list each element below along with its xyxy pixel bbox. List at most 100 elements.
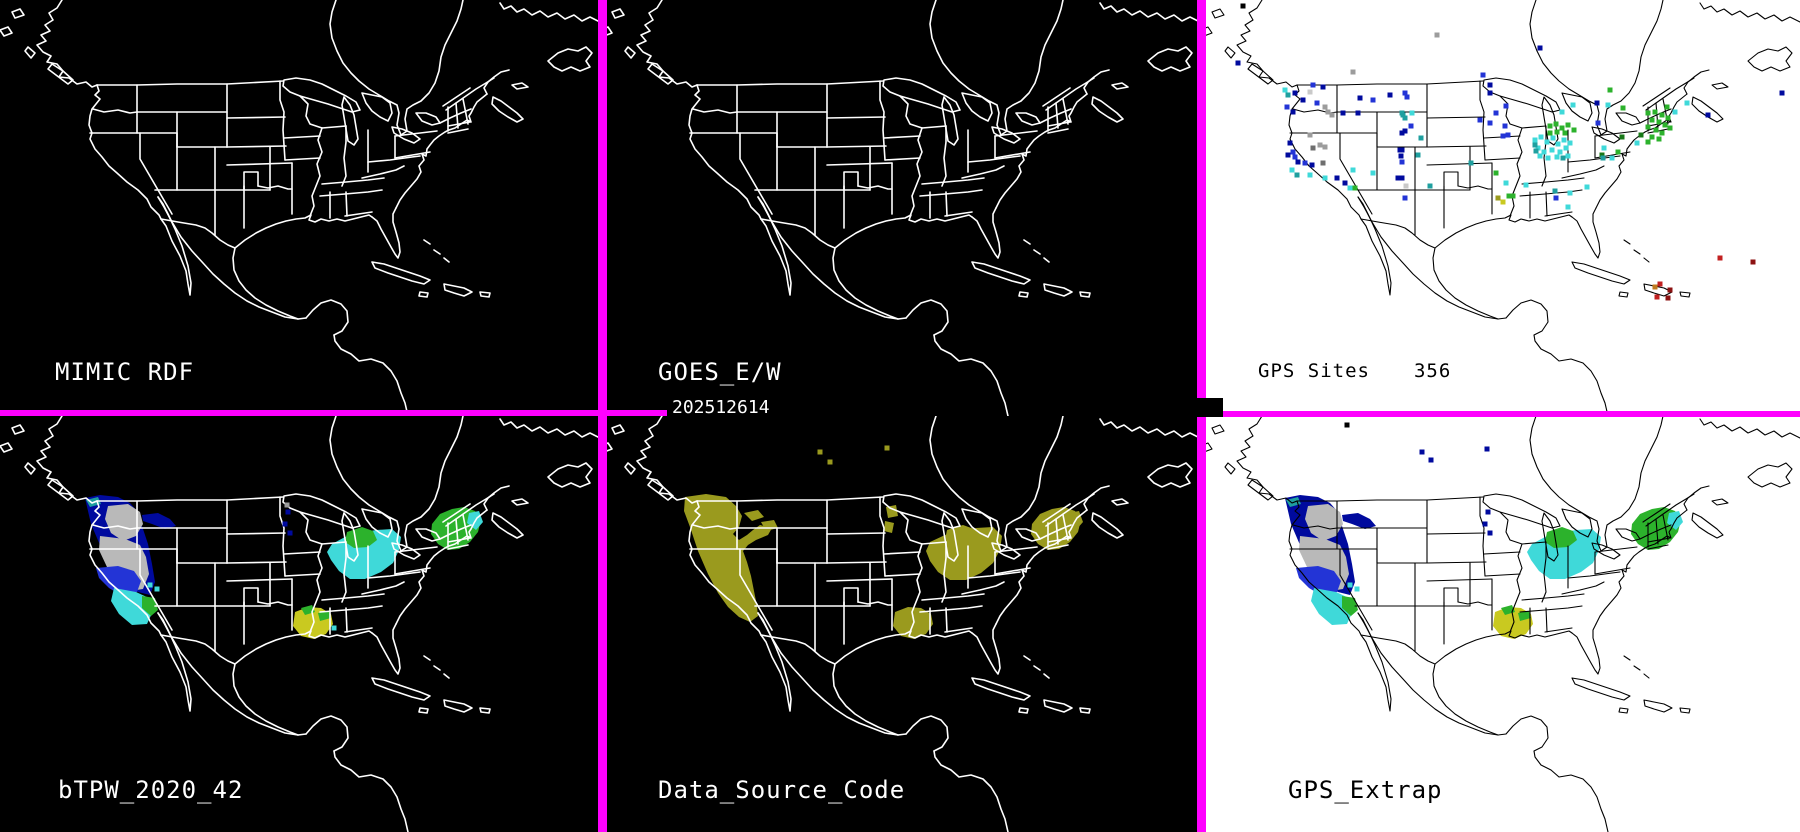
site-dot-green xyxy=(1656,119,1662,125)
site-dot-cyan xyxy=(1350,167,1356,173)
data-blob-navy xyxy=(1342,513,1376,529)
site-dot-blue xyxy=(1314,100,1320,106)
data-blob-olive xyxy=(744,510,764,521)
gps-sites-count: 356 xyxy=(1413,360,1452,382)
data-blob-green xyxy=(1342,596,1358,616)
data-blob-blobgray xyxy=(1305,504,1343,541)
site-dot-teal xyxy=(1427,183,1433,189)
data-blob-blobgray xyxy=(105,504,143,541)
data-blob-green xyxy=(345,527,377,548)
panel-mimic-rdf: MIMIC RDF xyxy=(0,0,600,416)
site-dot-blue xyxy=(1500,133,1506,139)
site-dot-cyan xyxy=(1523,182,1529,188)
site-dot-teal xyxy=(1402,115,1408,121)
site-dot-green xyxy=(1554,129,1560,135)
site-dot-cyan xyxy=(1538,134,1544,140)
site-dot-gray xyxy=(284,502,290,508)
site-dot-green xyxy=(1653,127,1659,133)
timestamp-label: 202512614 xyxy=(672,397,770,418)
site-dot-green xyxy=(1352,185,1358,191)
site-dot-navy xyxy=(1235,60,1241,66)
site-dot-cyan xyxy=(331,625,337,631)
site-dot-cyan xyxy=(1307,172,1313,178)
site-dot-navy xyxy=(1334,175,1340,181)
site-dot-blue xyxy=(1502,123,1508,129)
site-dot-teal xyxy=(1418,135,1424,141)
site-dot-green xyxy=(1559,125,1565,131)
site-dot-red xyxy=(1717,255,1723,261)
site-dot-cyan xyxy=(1570,102,1576,108)
site-dot-navy xyxy=(282,521,288,527)
site-dot-navy xyxy=(1387,92,1393,98)
site-dot-navy xyxy=(1419,449,1425,455)
data-blob-green xyxy=(1501,605,1515,615)
site-dot-gray xyxy=(1317,142,1323,148)
site-dot-navy xyxy=(1402,128,1408,134)
site-dot-teal xyxy=(1600,155,1606,161)
site-dot-navy xyxy=(1487,530,1493,536)
north-america-map xyxy=(0,416,600,832)
site-dot-navy xyxy=(1484,446,1490,452)
site-dot-green xyxy=(1615,149,1621,155)
site-dot-teal xyxy=(1552,188,1558,194)
panel-btpw: bTPW_2020_42 xyxy=(0,416,600,832)
north-america-map xyxy=(1200,0,1800,416)
map-outline xyxy=(0,0,600,416)
site-dot-navy xyxy=(1487,90,1493,96)
site-dot-cyan xyxy=(1565,204,1571,210)
site-dot-cyan xyxy=(1601,145,1607,151)
site-dot-cyan xyxy=(1672,109,1678,115)
site-dot-blue xyxy=(1399,159,1405,165)
map-outline xyxy=(1200,0,1800,416)
site-dot-teal xyxy=(1560,155,1566,161)
site-dot-layer xyxy=(147,502,337,631)
site-dot-red xyxy=(1657,281,1663,287)
site-dot-blue xyxy=(1493,110,1499,116)
site-dot-navy xyxy=(1290,109,1296,115)
site-dot-navy xyxy=(1428,457,1434,463)
site-dot-darkred xyxy=(1665,295,1671,301)
site-dot-cyan xyxy=(1565,153,1571,159)
site-dot-cyan xyxy=(1557,149,1563,155)
site-dot-cyan xyxy=(1503,180,1509,186)
site-dot-yellow xyxy=(1500,199,1506,205)
site-dot-olive xyxy=(884,445,890,451)
site-dot-navy xyxy=(287,530,293,536)
panel-label-goes-ew: GOES_E/W xyxy=(658,358,782,386)
site-dot-blue xyxy=(1290,149,1296,155)
site-dot-cyan xyxy=(1634,140,1640,146)
site-dot-green xyxy=(1667,125,1673,131)
site-dot-olive xyxy=(1495,195,1501,201)
site-dot-blue xyxy=(1503,103,1509,109)
site-dot-black xyxy=(1344,422,1350,428)
site-dot-cyan xyxy=(1370,170,1376,176)
site-dot-gray xyxy=(1322,144,1328,150)
site-dot-green xyxy=(1571,127,1577,133)
site-dot-cyan xyxy=(1561,137,1567,143)
site-dot-green xyxy=(1620,105,1626,111)
site-dot-cyan xyxy=(1409,110,1415,116)
site-dot-navy xyxy=(1537,45,1543,51)
site-dot-cyan xyxy=(1347,185,1353,191)
site-dot-navy xyxy=(1594,100,1600,106)
site-dot-olive xyxy=(817,449,823,455)
site-dot-navy xyxy=(285,509,291,515)
panel-data-source-code: Data_Source_Code xyxy=(600,416,1200,832)
site-dot-cyan xyxy=(1282,87,1288,93)
panel-label-mimic-rdf: MIMIC RDF xyxy=(55,358,195,386)
site-dot-green xyxy=(1510,193,1516,199)
site-dot-cyan xyxy=(1544,139,1550,145)
site-dot-navy xyxy=(1399,175,1405,181)
site-dot-navy xyxy=(1292,90,1298,96)
site-dot-layer xyxy=(817,445,890,465)
data-blob-olive xyxy=(886,505,898,518)
north-america-map xyxy=(600,0,1200,416)
data-blob-olive xyxy=(684,494,772,622)
site-dot-gray xyxy=(1329,112,1335,118)
site-dot-orange xyxy=(1652,284,1658,290)
site-dot-green xyxy=(1562,130,1568,136)
center-corner-box xyxy=(1185,398,1223,417)
site-dot-cyan xyxy=(1532,137,1538,143)
site-dot-lightgray xyxy=(1307,89,1313,95)
site-dot-navy xyxy=(1395,175,1401,181)
